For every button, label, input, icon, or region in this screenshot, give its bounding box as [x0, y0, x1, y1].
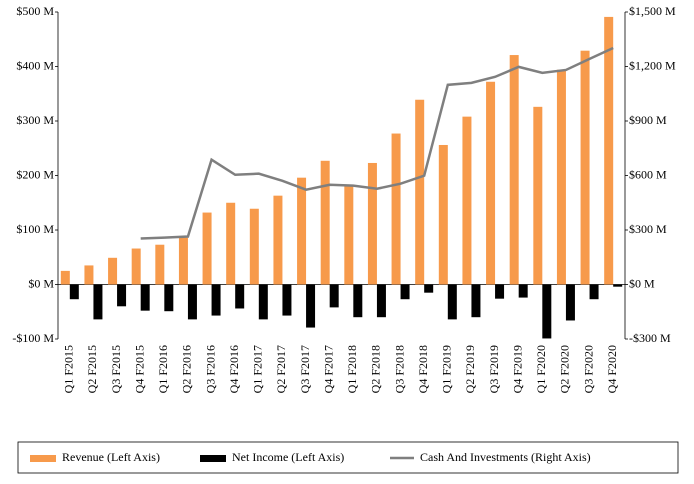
- x-tick-label: Q2 F2017: [274, 345, 288, 393]
- bar: [471, 284, 481, 318]
- legend: Revenue (Left Axis) Net Income (Left Axis…: [30, 450, 591, 464]
- bar: [131, 248, 141, 285]
- x-tick-label: Q2 F2015: [85, 345, 99, 393]
- x-tick-label: Q1 F2020: [534, 345, 548, 393]
- bar: [226, 202, 236, 285]
- bar: [556, 69, 566, 285]
- bar: [164, 284, 174, 312]
- bar: [415, 99, 425, 285]
- bar: [462, 116, 472, 285]
- legend-label: Revenue (Left Axis): [62, 450, 160, 464]
- bar: [155, 244, 165, 285]
- bar: [235, 284, 245, 309]
- bar: [297, 177, 307, 285]
- bar: [580, 50, 590, 285]
- y2-tick-label: -$300 M: [629, 331, 671, 345]
- line: [140, 46, 614, 240]
- bar: [353, 284, 363, 318]
- bar: [140, 284, 150, 311]
- x-tick-label: Q1 F2016: [156, 345, 170, 393]
- x-tick-label: Q3 F2016: [203, 345, 217, 393]
- bar: [202, 212, 212, 285]
- y-tick-label: $200 M: [16, 167, 54, 181]
- bar: [376, 284, 386, 318]
- x-tick-label: Q3 F2019: [487, 345, 501, 393]
- bar: [367, 162, 377, 285]
- bar: [344, 185, 354, 285]
- legend-label: Net Income (Left Axis): [232, 450, 344, 464]
- bar: [424, 284, 434, 293]
- bar: [211, 284, 221, 316]
- x-tick-label: Q4 F2017: [321, 345, 335, 393]
- bar: [509, 55, 519, 285]
- bar: [258, 284, 268, 320]
- x-tick-label: Q1 F2015: [62, 345, 76, 393]
- x-tick-label: Q2 F2016: [180, 345, 194, 393]
- bar: [542, 284, 552, 339]
- bar: [273, 195, 283, 285]
- bar: [495, 284, 505, 299]
- bar: [589, 284, 599, 300]
- x-tick-label: Q4 F2016: [227, 345, 241, 393]
- bar: [187, 284, 197, 320]
- y-tick-label: $0 M: [28, 276, 54, 290]
- bar: [108, 257, 118, 285]
- bar: [604, 16, 614, 285]
- bar: [117, 284, 127, 307]
- x-tick-label: Q2 F2019: [463, 345, 477, 393]
- y2-tick-label: $900 M: [629, 113, 667, 127]
- y2-tick-label: $1,500 M: [629, 4, 676, 18]
- y2-tick-label: $1,200 M: [629, 58, 676, 72]
- x-tick-label: Q2 F2020: [558, 345, 572, 393]
- bar: [320, 160, 330, 285]
- x-tick-label: Q3 F2015: [109, 345, 123, 393]
- bar: [329, 284, 339, 308]
- bar: [282, 284, 292, 316]
- bar: [60, 270, 70, 285]
- x-tick-label: Q3 F2018: [392, 345, 406, 393]
- x-tick-label: Q1 F2018: [345, 345, 359, 393]
- x-tick-label: Q2 F2018: [369, 345, 383, 393]
- bar: [518, 284, 528, 298]
- bar: [438, 144, 448, 285]
- legend-swatch: [200, 455, 226, 462]
- y-tick-label: $500 M: [16, 4, 54, 18]
- bar: [613, 284, 623, 287]
- x-tick-label: Q1 F2017: [251, 345, 265, 393]
- y2-tick-label: $0 M: [629, 276, 655, 290]
- legend-box: [17, 441, 679, 474]
- x-tick-label: Q4 F2015: [132, 345, 146, 393]
- bar: [447, 284, 457, 320]
- bar: [178, 237, 188, 285]
- bar: [533, 106, 543, 285]
- y2-tick-label: $300 M: [629, 222, 667, 236]
- y-tick-label: $100 M: [16, 222, 54, 236]
- bar: [84, 265, 94, 285]
- legend-swatch: [30, 455, 56, 462]
- x-tick-label: Q4 F2019: [510, 345, 524, 393]
- y-tick-label: $300 M: [16, 113, 54, 127]
- y-tick-label: -$100 M: [12, 331, 54, 345]
- legend-label: Cash And Investments (Right Axis): [420, 450, 591, 464]
- bar: [486, 81, 496, 285]
- bar: [391, 133, 401, 285]
- y-tick-label: $400 M: [16, 58, 54, 72]
- x-tick-label: Q1 F2019: [440, 345, 454, 393]
- bar: [93, 284, 103, 320]
- bar: [69, 284, 79, 300]
- bar: [249, 208, 259, 285]
- x-tick-label: Q3 F2017: [298, 345, 312, 393]
- x-tick-label: Q3 F2020: [581, 345, 595, 393]
- bar: [306, 284, 316, 328]
- y2-tick-label: $600 M: [629, 167, 667, 181]
- bar: [400, 284, 410, 300]
- x-tick-label: Q4 F2018: [416, 345, 430, 393]
- x-tick-label: Q4 F2020: [605, 345, 619, 393]
- bar: [565, 284, 575, 321]
